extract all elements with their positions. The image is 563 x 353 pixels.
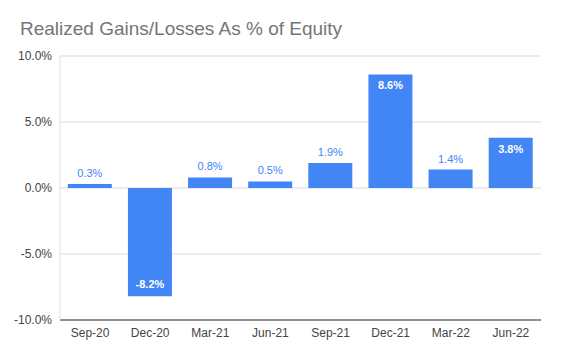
svg-text:0.0%: 0.0% xyxy=(25,181,53,195)
svg-text:8.6%: 8.6% xyxy=(378,79,403,91)
svg-text:Mar-22: Mar-22 xyxy=(432,326,470,340)
svg-text:5.0%: 5.0% xyxy=(25,115,53,129)
svg-text:Jun-22: Jun-22 xyxy=(493,326,530,340)
svg-text:Sep-21: Sep-21 xyxy=(311,326,350,340)
svg-text:0.3%: 0.3% xyxy=(77,167,102,179)
svg-text:Dec-21: Dec-21 xyxy=(371,326,410,340)
svg-text:3.8%: 3.8% xyxy=(498,143,523,155)
svg-text:-5.0%: -5.0% xyxy=(21,247,53,261)
svg-text:0.8%: 0.8% xyxy=(198,160,223,172)
html-text:Realized Gains/Losses As % of: Realized Gains/Losses As % of Equity xyxy=(20,18,343,39)
svg-text:-10.0%: -10.0% xyxy=(14,313,52,327)
svg-text:1.4%: 1.4% xyxy=(438,153,463,165)
svg-text:0.5%: 0.5% xyxy=(258,164,283,176)
svg-text:1.9%: 1.9% xyxy=(318,146,343,158)
svg-text:Mar-21: Mar-21 xyxy=(191,326,229,340)
svg-text:Sep-20: Sep-20 xyxy=(71,326,110,340)
svg-text:-8.2%: -8.2% xyxy=(136,278,165,290)
svg-text:10.0%: 10.0% xyxy=(18,49,52,63)
svg-text:Jun-21: Jun-21 xyxy=(252,326,289,340)
svg-text:Dec-20: Dec-20 xyxy=(131,326,170,340)
